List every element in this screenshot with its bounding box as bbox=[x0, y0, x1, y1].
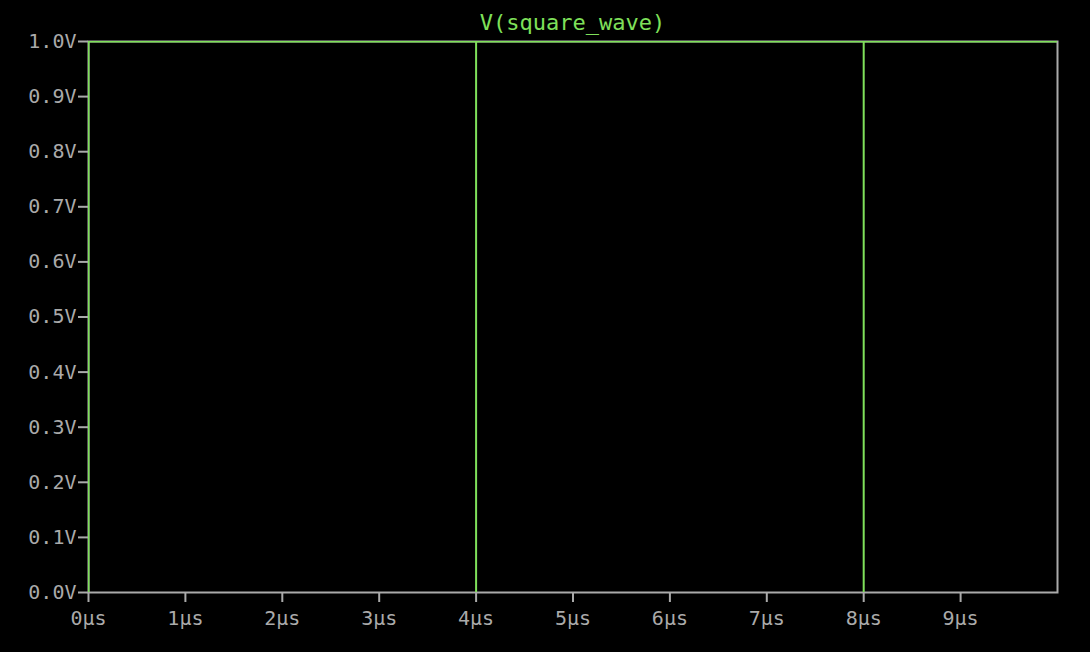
svg-text:8µs: 8µs bbox=[846, 606, 882, 630]
svg-text:0.5V: 0.5V bbox=[28, 304, 76, 328]
html-text:V(square_wave): V(square_wave) bbox=[479, 10, 666, 35]
svg-text:0.7V: 0.7V bbox=[28, 194, 76, 218]
svg-text:0.4V: 0.4V bbox=[28, 360, 76, 384]
svg-text:0.2V: 0.2V bbox=[28, 470, 76, 494]
svg-text:0.9V: 0.9V bbox=[28, 84, 76, 108]
svg-text:9µs: 9µs bbox=[943, 606, 979, 630]
svg-text:1µs: 1µs bbox=[167, 606, 203, 630]
svg-text:0.1V: 0.1V bbox=[28, 525, 76, 549]
svg-text:0.8V: 0.8V bbox=[28, 139, 76, 163]
svg-text:4µs: 4µs bbox=[458, 606, 494, 630]
svg-text:5µs: 5µs bbox=[555, 606, 591, 630]
svg-text:0.6V: 0.6V bbox=[28, 249, 76, 273]
svg-text:6µs: 6µs bbox=[652, 606, 688, 630]
svg-text:0µs: 0µs bbox=[70, 606, 106, 630]
svg-text:7µs: 7µs bbox=[749, 606, 785, 630]
svg-text:3µs: 3µs bbox=[361, 606, 397, 630]
svg-text:1.0V: 1.0V bbox=[28, 29, 76, 53]
svg-text:2µs: 2µs bbox=[264, 606, 300, 630]
svg-text:0.3V: 0.3V bbox=[28, 415, 76, 439]
svg-text:0.0V: 0.0V bbox=[28, 580, 76, 604]
